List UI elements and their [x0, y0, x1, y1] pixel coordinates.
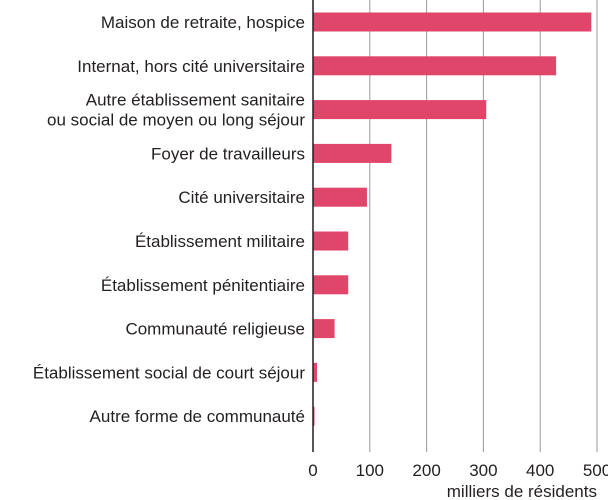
- category-label: Établissement social de court séjour: [33, 363, 305, 382]
- bar: [313, 56, 557, 76]
- x-tick-label: 0: [308, 461, 317, 480]
- bar: [313, 231, 349, 251]
- bar: [313, 187, 367, 207]
- gridlines: [369, 0, 598, 452]
- category-label: Maison de retraite, hospice: [101, 13, 305, 32]
- category-label: Communauté religieuse: [125, 320, 305, 339]
- x-tick-label: 500: [583, 461, 608, 480]
- category-label: Autre forme de communauté: [90, 407, 305, 426]
- x-tick-label: 400: [526, 461, 554, 480]
- category-label: Foyer de travailleurs: [151, 144, 305, 163]
- bar: [313, 12, 592, 32]
- category-label: Internat, hors cité universitaire: [77, 57, 305, 76]
- category-label: Cité universitaire: [178, 188, 305, 207]
- category-labels: Maison de retraite, hospice Internat, hor…: [33, 13, 305, 426]
- bar: [313, 319, 335, 339]
- x-tick-label: 100: [356, 461, 384, 480]
- category-label: Établissement pénitentiaire: [101, 276, 305, 295]
- category-label: Autre établissement sanitaire ou social d…: [47, 91, 305, 130]
- bar: [313, 143, 392, 163]
- bar: [313, 275, 349, 295]
- x-tick-labels: 0 100 200 300 400 500: [308, 461, 608, 480]
- bar: [313, 362, 317, 382]
- bar: [313, 100, 487, 120]
- x-tick-label: 200: [412, 461, 440, 480]
- x-tick-label: 300: [469, 461, 497, 480]
- category-label: Établissement militaire: [135, 232, 305, 251]
- x-axis-label: milliers de résidents: [447, 482, 597, 500]
- bars: [313, 12, 592, 426]
